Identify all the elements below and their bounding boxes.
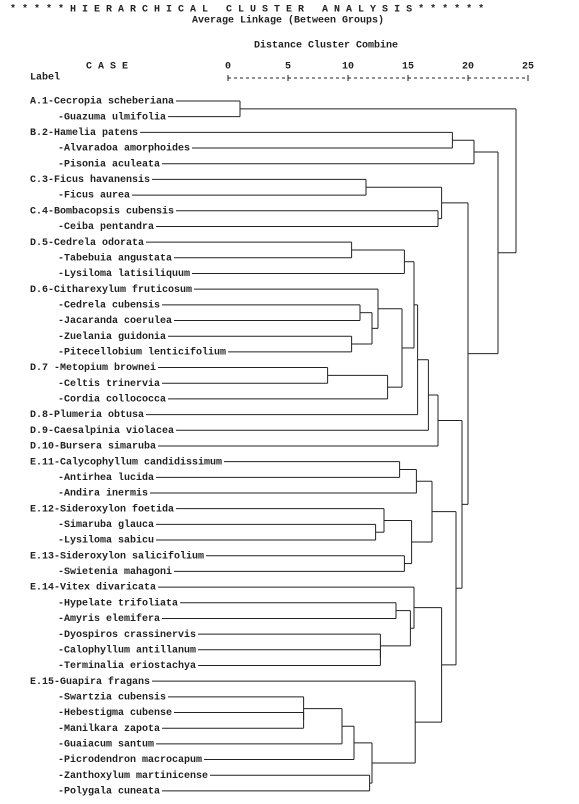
leaf-label: -Alvaradoa amorphoides bbox=[58, 143, 190, 155]
leaf-label: -Calophyllum antillanum bbox=[58, 644, 196, 656]
chart-title: * * * * * H I E R A R C H I C A L C L U … bbox=[10, 4, 484, 16]
leaf-label: -Lysiloma latisiliquum bbox=[58, 268, 190, 280]
leaf-label: -Hypelate trifoliata bbox=[58, 597, 178, 609]
leaf-label: C.3-Ficus havanensis bbox=[30, 174, 150, 186]
leaf-label: -Tabebuia angustata bbox=[58, 252, 172, 264]
leaf-label: -Cordia collococca bbox=[58, 394, 166, 406]
leaf-label: -Manilkara zapota bbox=[58, 723, 160, 735]
leaf-label: E.12-Sideroxylon foetida bbox=[30, 503, 174, 515]
leaf-label: D.10-Bursera simaruba bbox=[30, 441, 156, 453]
x-axis-label: Distance Cluster Combine bbox=[254, 40, 398, 52]
leaf-label: D.9-Caesalpinia violacea bbox=[30, 425, 174, 437]
x-tick-label: 20 bbox=[462, 62, 474, 73]
leaf-label: D.7 -Metopium brownei bbox=[30, 362, 156, 374]
leaf-label: -Amyris elemifera bbox=[58, 613, 160, 625]
leaf-label: -Pitecellobium lenticifolium bbox=[58, 347, 226, 359]
x-tick-label: 15 bbox=[402, 62, 414, 73]
leaf-label: -Guaiacum santum bbox=[58, 739, 154, 751]
leaf-label: -Swietenia mahagoni bbox=[58, 566, 172, 578]
leaf-label: D.6-Citharexylum fruticosum bbox=[30, 284, 192, 296]
leaf-label: -Celtis trinervia bbox=[58, 378, 160, 390]
leaf-label: C.4-Bombacopsis cubensis bbox=[30, 205, 174, 217]
leaf-label: D.5-Cedrela odorata bbox=[30, 237, 144, 249]
leaf-label: B.2-Hamelia patens bbox=[30, 127, 138, 139]
leaf-label: -Jacaranda coerulea bbox=[58, 315, 172, 327]
leaf-label: E.11-Calycophyllum candidissimum bbox=[30, 456, 222, 468]
case-header: C A S E bbox=[86, 62, 128, 73]
x-tick-label: 10 bbox=[342, 62, 354, 73]
leaf-label: -Dyospiros crassinervis bbox=[58, 629, 196, 641]
leaf-label: -Lysiloma sabicu bbox=[58, 535, 154, 547]
label-header: Label bbox=[30, 72, 60, 84]
leaf-label: -Simaruba glauca bbox=[58, 519, 154, 531]
x-tick-label: 25 bbox=[522, 62, 534, 73]
leaf-label: -Picrodendron macrocapum bbox=[58, 754, 202, 766]
leaf-label: E.15-Guapira fragans bbox=[30, 676, 150, 688]
leaf-label: E.13-Sideroxylon salicifolium bbox=[30, 550, 204, 562]
chart-subtitle: Average Linkage (Between Groups) bbox=[192, 15, 384, 27]
leaf-label: -Pisonia aculeata bbox=[58, 158, 160, 170]
leaf-label: -Polygala cuneata bbox=[58, 786, 160, 798]
leaf-label: -Hebestigma cubense bbox=[58, 707, 172, 719]
leaf-label: -Guazuma ulmifolia bbox=[58, 111, 166, 123]
leaf-label: -Zanthoxylum martinicense bbox=[58, 770, 208, 782]
leaf-label: D.8-Plumeria obtusa bbox=[30, 409, 144, 421]
leaf-label: -Swartzia cubensis bbox=[58, 691, 166, 703]
x-tick-label: 5 bbox=[285, 62, 291, 73]
leaf-label: -Terminalia eriostachya bbox=[58, 660, 196, 672]
leaf-label: -Ficus aurea bbox=[58, 190, 130, 202]
leaf-label: -Zuelania guidonia bbox=[58, 331, 166, 343]
x-tick-label: 0 bbox=[225, 62, 231, 73]
leaf-label: -Andira inermis bbox=[58, 488, 148, 500]
leaf-label: -Cedrela cubensis bbox=[58, 299, 160, 311]
leaf-label: A.1-Cecropia scheberiana bbox=[30, 96, 174, 108]
leaf-label: E.14-Vitex divaricata bbox=[30, 582, 156, 594]
leaf-label: -Ceiba pentandra bbox=[58, 221, 154, 233]
leaf-label: -Antirhea lucida bbox=[58, 472, 154, 484]
